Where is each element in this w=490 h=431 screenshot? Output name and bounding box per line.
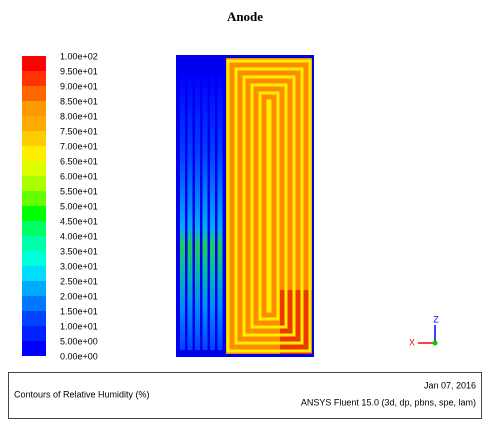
color-swatch [22, 296, 46, 311]
inlet-channel [202, 75, 208, 350]
color-swatch [22, 116, 46, 131]
origin [432, 340, 438, 346]
color-swatch [22, 56, 46, 71]
legend-label: 1.00e+02 [60, 51, 98, 61]
color-swatch [22, 191, 46, 206]
channel-wall [266, 99, 272, 313]
footer-caption: Contours of Relative Humidity (%) [14, 389, 150, 399]
legend-label: 6.00e+01 [60, 171, 98, 181]
color-swatch [22, 326, 46, 341]
color-swatch [22, 176, 46, 191]
legend-label: 4.50e+01 [60, 216, 98, 226]
channel-wall [250, 83, 288, 329]
colorbar: 1.00e+02 9.50e+01 9.00e+01 8.50e+01 8.00e+01… [22, 51, 98, 361]
inlet-channel [217, 75, 223, 350]
legend-label: 8.00e+01 [60, 111, 98, 121]
color-swatch [22, 71, 46, 86]
channel-wall [234, 67, 304, 345]
channel-wall [226, 59, 312, 353]
color-swatch [22, 221, 46, 236]
x-label: X [409, 337, 415, 347]
legend-label: 6.50e+01 [60, 156, 98, 166]
color-swatch [22, 206, 46, 221]
inlet-channel [210, 75, 215, 350]
legend-label: 2.00e+01 [60, 291, 98, 301]
footer-date: Jan 07, 2016 [424, 380, 476, 390]
legend-label: 1.50e+01 [60, 306, 98, 316]
color-swatch [22, 236, 46, 251]
inlet-channel [195, 75, 200, 350]
axis-triad: Z X [409, 314, 439, 347]
legend-label: 5.00e+01 [60, 201, 98, 211]
color-swatch [22, 311, 46, 326]
color-swatch [22, 266, 46, 281]
contour-field [176, 55, 314, 357]
color-swatch [22, 281, 46, 296]
color-swatch [22, 131, 46, 146]
z-label: Z [433, 314, 439, 324]
color-swatch [22, 341, 46, 356]
inlet-channel [180, 75, 185, 350]
footer-box [8, 372, 482, 419]
legend-label: 5.50e+01 [60, 186, 98, 196]
legend-label: 2.50e+01 [60, 276, 98, 286]
legend-label: 0.00e+00 [60, 351, 98, 361]
color-swatch [22, 161, 46, 176]
color-swatch [22, 251, 46, 266]
footer-software: ANSYS Fluent 15.0 (3d, dp, pbns, spe, la… [301, 397, 476, 407]
legend-label: 3.50e+01 [60, 246, 98, 256]
color-swatch [22, 101, 46, 116]
legend-label: 9.50e+01 [60, 66, 98, 76]
legend-label: 4.00e+01 [60, 231, 98, 241]
legend-label: 5.00e+00 [60, 336, 98, 346]
legend-label: 7.50e+01 [60, 126, 98, 136]
legend-label: 8.50e+01 [60, 96, 98, 106]
legend-label: 7.00e+01 [60, 141, 98, 151]
inlet-channel [187, 75, 193, 350]
title: Anode [227, 9, 263, 24]
legend-label: 9.00e+01 [60, 81, 98, 91]
color-swatch [22, 146, 46, 161]
channel-wall [258, 91, 280, 321]
legend-label: 1.00e+01 [60, 321, 98, 331]
channel-wall [242, 75, 296, 337]
color-swatch [22, 86, 46, 101]
legend-label: 3.00e+01 [60, 261, 98, 271]
